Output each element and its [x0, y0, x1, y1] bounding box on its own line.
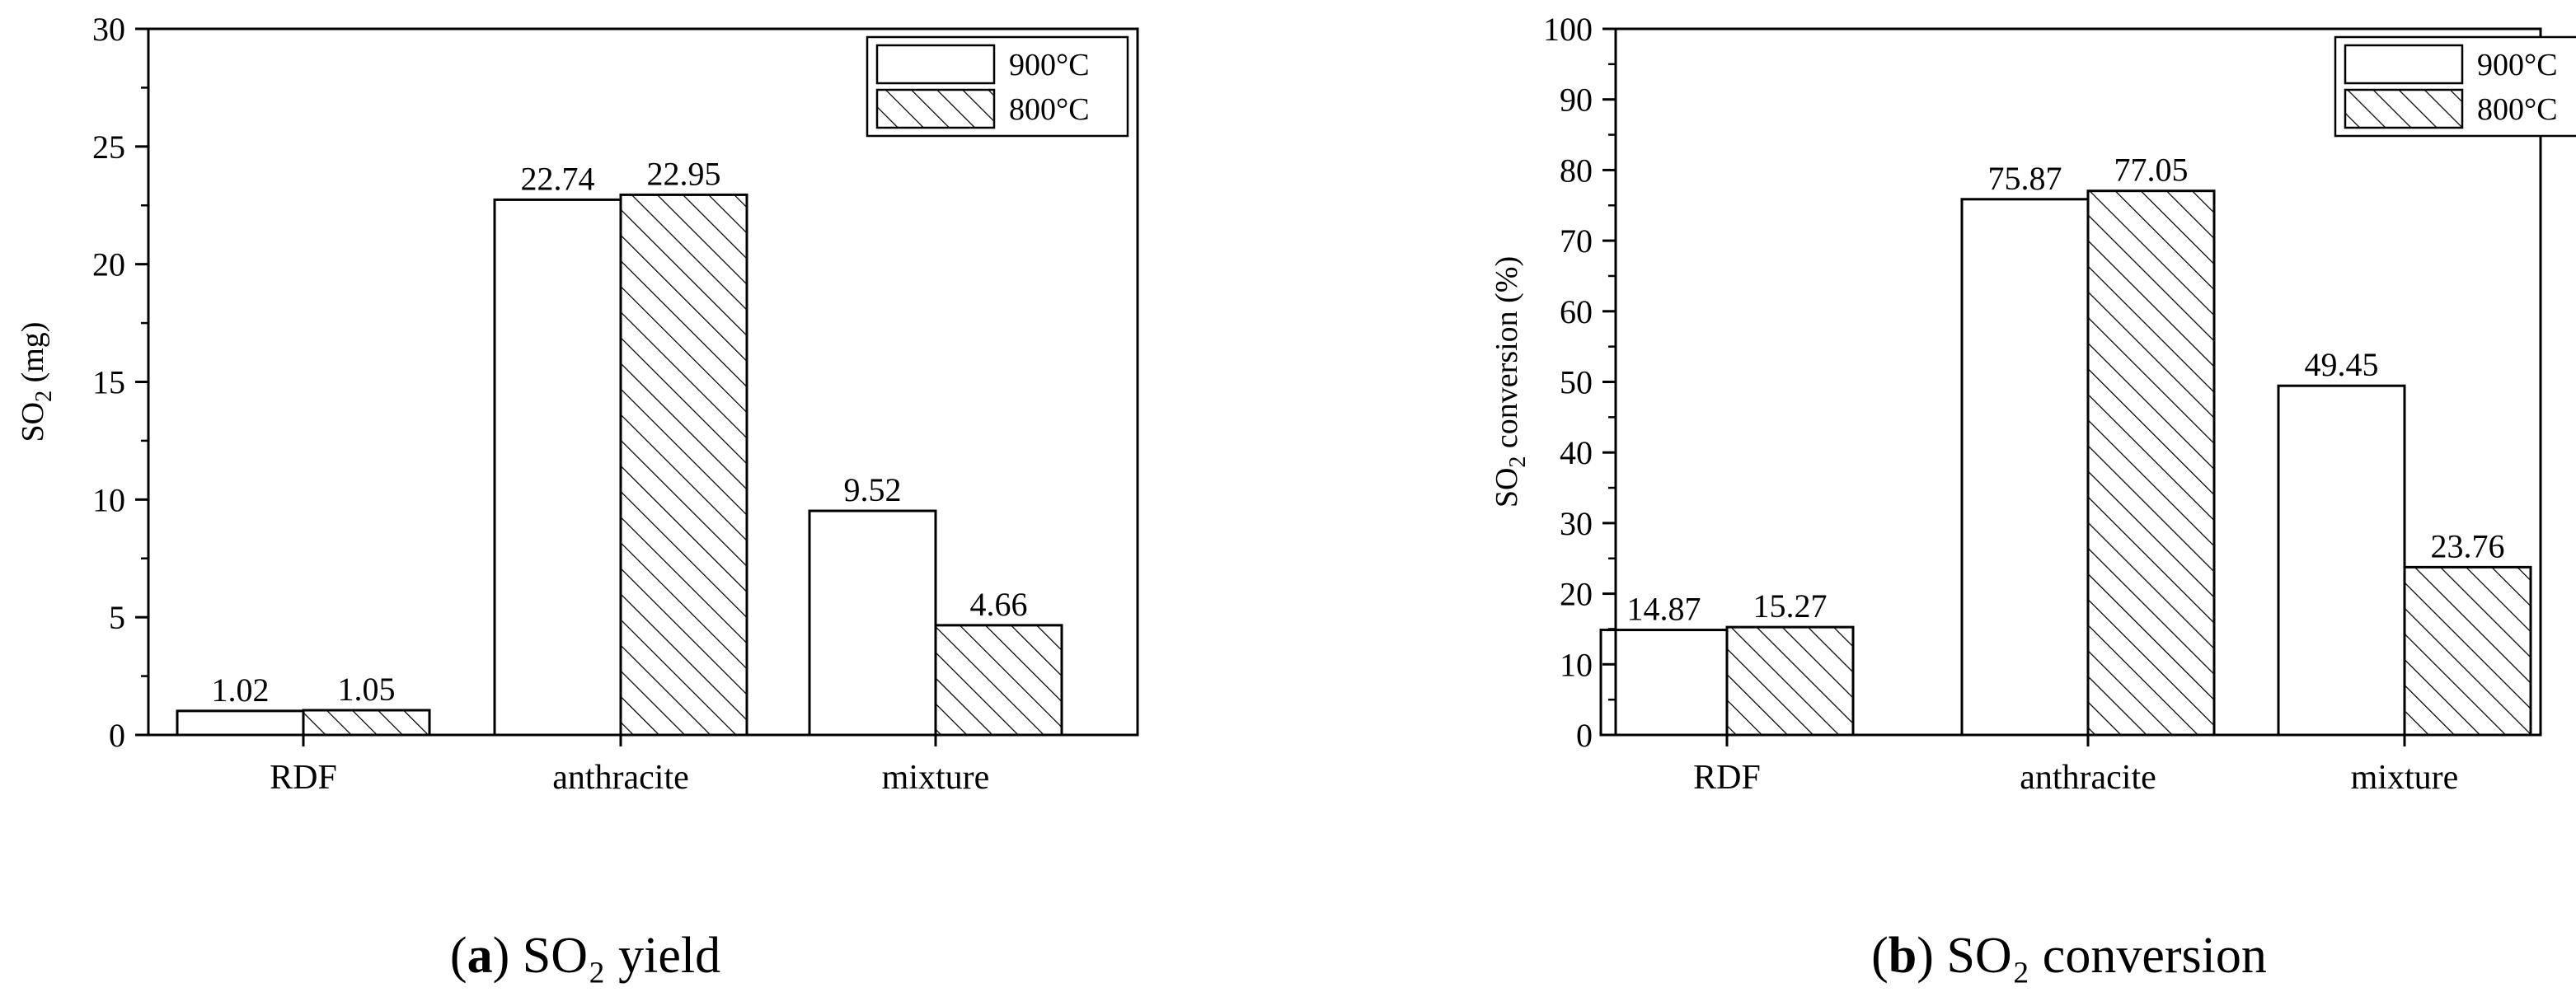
- figure-caption: (a) SO₂ yield: [450, 928, 720, 984]
- y-tick-label: 70: [1560, 222, 1593, 260]
- bar-mixture-series1: [808, 509, 937, 737]
- x-tick-label: RDF: [1693, 759, 1761, 797]
- data-label: 1.02: [212, 671, 270, 709]
- y-tick-label: 100: [1543, 11, 1593, 48]
- y-tick-label: 30: [92, 11, 125, 48]
- data-label: 22.74: [521, 160, 595, 197]
- y-axis-label: SO2 conversion (%): [1490, 256, 1531, 508]
- data-label: 77.05: [2114, 152, 2189, 189]
- caption-letter: a: [467, 928, 493, 984]
- x-tick-label: anthracite: [552, 759, 689, 797]
- legend-swatch: [875, 88, 996, 129]
- y-tick-label: 10: [92, 481, 125, 518]
- bar-RDF-series2: [302, 709, 431, 737]
- legend-label: 900°C: [1009, 48, 1090, 82]
- caption-text: SO₂ yield: [523, 928, 720, 984]
- y-tick-label: 40: [1560, 434, 1593, 471]
- y-tick-label: 50: [1560, 364, 1593, 401]
- chart-a: 1.02 1.05 RDF 22.74 22.95 anthracite 9.52 4.66 m…: [16, 11, 1139, 984]
- y-axis-label-main: SO: [1490, 468, 1524, 508]
- caption-paren-close: ): [1917, 928, 1946, 984]
- data-label: 9.52: [844, 471, 902, 508]
- legend: 900°C 800°C: [866, 35, 1129, 138]
- bar-RDF-series2: [1725, 625, 1855, 737]
- legend: 900°C 800°C: [2334, 35, 2576, 138]
- bar-mixture-series2: [934, 624, 1063, 737]
- y-axis-label-sub: 2: [31, 391, 57, 402]
- legend-label: 800°C: [1009, 92, 1090, 127]
- caption-paren-open: (: [1871, 928, 1889, 984]
- legend-label: 800°C: [2477, 92, 2558, 127]
- data-label: 4.66: [970, 586, 1028, 623]
- data-label: 14.87: [1627, 591, 1701, 628]
- data-label: 15.27: [1753, 587, 1828, 625]
- x-tick-label: RDF: [270, 759, 337, 797]
- y-axis-label-sub: 2: [1505, 456, 1531, 468]
- y-axis-label: SO2 (mg): [16, 322, 57, 442]
- bar-anthracite-series2: [619, 193, 748, 737]
- y-tick-label: 80: [1560, 152, 1593, 189]
- caption-letter: b: [1889, 928, 1917, 984]
- bar-mixture-series1: [2277, 384, 2406, 737]
- bar-anthracite-series1: [1960, 198, 2090, 737]
- legend-label: 900°C: [2477, 48, 2558, 82]
- x-tick-label: mixture: [882, 759, 990, 797]
- data-label: 75.87: [1988, 160, 2062, 197]
- data-label: 1.05: [338, 671, 396, 708]
- legend-swatch: [2344, 44, 2464, 85]
- y-axis-label-main: SO: [16, 402, 50, 442]
- legend-swatch: [2344, 88, 2464, 129]
- x-tick-label: mixture: [2351, 759, 2459, 797]
- y-axis-label-rest: (mg): [16, 322, 50, 391]
- bar-RDF-series1: [1599, 629, 1729, 737]
- y-tick-label: 15: [92, 364, 125, 401]
- y-tick-label: 25: [92, 129, 125, 166]
- y-tick-label: 20: [1560, 576, 1593, 613]
- y-tick-label: 30: [1560, 505, 1593, 542]
- y-tick-label: 5: [109, 599, 125, 636]
- caption-paren-close: ): [493, 928, 523, 984]
- y-tick-label: 60: [1560, 293, 1593, 330]
- x-tick-label: anthracite: [2020, 759, 2156, 797]
- data-label: 49.45: [2305, 346, 2379, 383]
- bar-mixture-series2: [2403, 565, 2532, 737]
- figure-caption: (b) SO₂ conversion: [1871, 928, 2267, 984]
- caption-paren-open: (: [450, 928, 467, 984]
- bar-anthracite-series1: [493, 198, 622, 737]
- y-tick-label: 90: [1560, 82, 1593, 119]
- legend-swatch: [875, 44, 996, 85]
- bar-anthracite-series2: [2086, 190, 2216, 737]
- y-tick-label: 10: [1560, 646, 1593, 683]
- y-tick-label: 0: [109, 717, 125, 754]
- bar-RDF-series1: [176, 709, 305, 737]
- caption-text: SO₂ conversion: [1946, 928, 2266, 984]
- y-axis-label-rest: conversion (%): [1490, 256, 1524, 456]
- data-label: 22.95: [647, 155, 721, 192]
- y-tick-label: 20: [92, 246, 125, 283]
- y-tick-label: 0: [1576, 717, 1593, 754]
- data-label: 23.76: [2431, 527, 2505, 564]
